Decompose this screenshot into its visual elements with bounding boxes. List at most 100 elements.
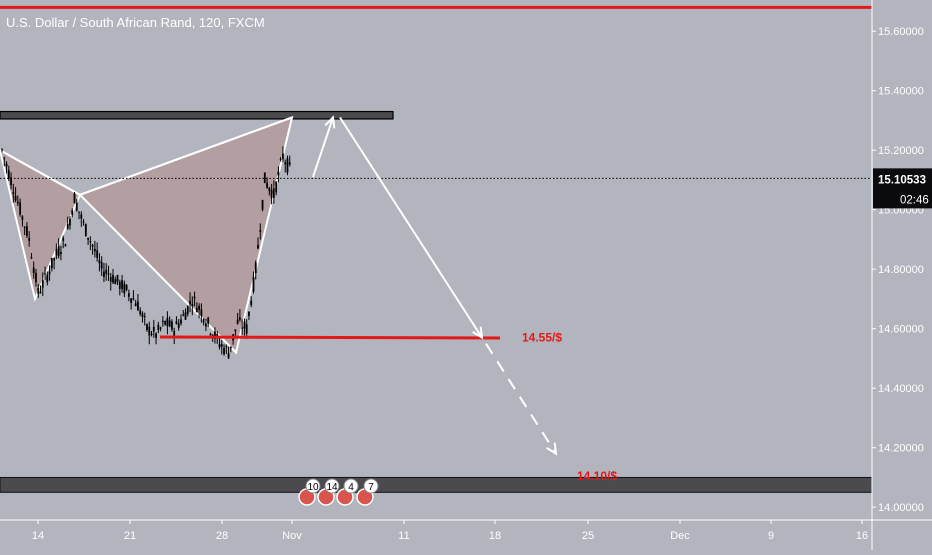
candle-body (41, 280, 44, 288)
candle-body (143, 316, 146, 318)
candle-body (216, 334, 219, 338)
candle-body (277, 171, 280, 176)
candle-body (234, 329, 237, 332)
candle-body (220, 344, 223, 347)
candle-body (193, 296, 196, 299)
x-tick-label: 11 (398, 530, 409, 542)
candle-body (225, 346, 228, 348)
candle-body (50, 257, 53, 269)
candle-body (161, 320, 164, 323)
pattern-leg-bd (79, 116, 293, 196)
event-badge (305, 478, 321, 494)
candle-body (241, 327, 244, 329)
candle-body (80, 214, 83, 219)
x-tick-label: 25 (582, 530, 594, 542)
candle-body (275, 182, 278, 193)
arrows-layer (312, 115, 558, 456)
x-tick-label: Nov (282, 530, 302, 542)
candle-body (93, 248, 96, 252)
candle-body (48, 271, 51, 275)
candle-body (89, 241, 92, 243)
candle-body (177, 323, 180, 328)
event-badge (363, 478, 379, 494)
support-zone (0, 476, 873, 493)
x-tick-label: Dec (670, 530, 690, 542)
candle-body (109, 277, 112, 282)
candle-body (272, 188, 275, 198)
candle-body (171, 321, 173, 330)
lines-layer (0, 5, 872, 340)
event-badge (324, 478, 340, 494)
candle-body (30, 256, 33, 259)
candle-body (39, 292, 42, 294)
candle-body (44, 273, 46, 275)
support-line (159, 335, 501, 340)
candle-body (60, 252, 62, 254)
x-tick-label: 18 (489, 530, 501, 542)
y-axis-panel (872, 0, 932, 550)
y-tick-label: 15.40000 (878, 86, 924, 98)
arrow-down (339, 116, 483, 339)
candle-body (91, 244, 94, 247)
arrow-up-head (324, 115, 336, 129)
candle-body (200, 309, 203, 317)
candle-body (205, 323, 207, 327)
candle-body (168, 320, 171, 327)
candle-body (62, 237, 65, 241)
candle-body (288, 162, 291, 165)
candle-body (98, 260, 101, 264)
candle-body (116, 275, 119, 282)
event-count: 14 (326, 482, 338, 493)
candle-body (3, 157, 6, 159)
candle-body (227, 353, 230, 359)
y-tick-label: 14.80000 (878, 264, 924, 276)
candle-body (191, 303, 194, 307)
candle-body (248, 311, 250, 317)
pattern-leg-xb (0, 149, 81, 196)
candle-body (139, 310, 142, 315)
candle-body (26, 226, 28, 236)
candle-body (112, 275, 114, 283)
candle-body (118, 281, 121, 289)
candle-body (37, 287, 40, 294)
candle-body (286, 158, 289, 173)
candle-body (105, 269, 108, 274)
current-price-label: 15.10533 (878, 174, 926, 186)
candle-body (16, 201, 19, 204)
candle-body (148, 326, 151, 336)
y-tick-label: 14.20000 (878, 443, 924, 455)
candle-body (73, 193, 76, 204)
candle-body (5, 163, 8, 167)
candle-body (71, 210, 74, 215)
candle-body (257, 244, 259, 249)
candle-body (198, 305, 201, 310)
candle-body (7, 170, 10, 179)
candle-body (66, 224, 69, 229)
chart-title: U.S. Dollar / South African Rand, 120, F… (6, 15, 265, 30)
candle-body (202, 319, 205, 323)
target-label: 14.10/$ (577, 469, 617, 483)
candle-body (223, 348, 225, 354)
candle-body (12, 192, 15, 195)
candle-body (55, 248, 58, 255)
event-badge (343, 478, 359, 494)
candle-body (207, 317, 210, 324)
candle-body (195, 307, 198, 313)
candle-body (100, 261, 103, 269)
candle-body (69, 218, 71, 226)
candle-body (250, 300, 253, 306)
candle-body (186, 306, 189, 314)
candle-body (282, 153, 284, 160)
candle-body (123, 283, 126, 294)
x-tick-label: 28 (216, 530, 228, 542)
resistance-zone (0, 110, 394, 120)
candle-body (279, 158, 282, 160)
candle-body (270, 190, 273, 199)
candle-body (14, 195, 17, 201)
x-tick-label: 9 (768, 530, 774, 542)
countdown-label: 02:46 (900, 194, 929, 206)
candle-body (19, 202, 22, 215)
